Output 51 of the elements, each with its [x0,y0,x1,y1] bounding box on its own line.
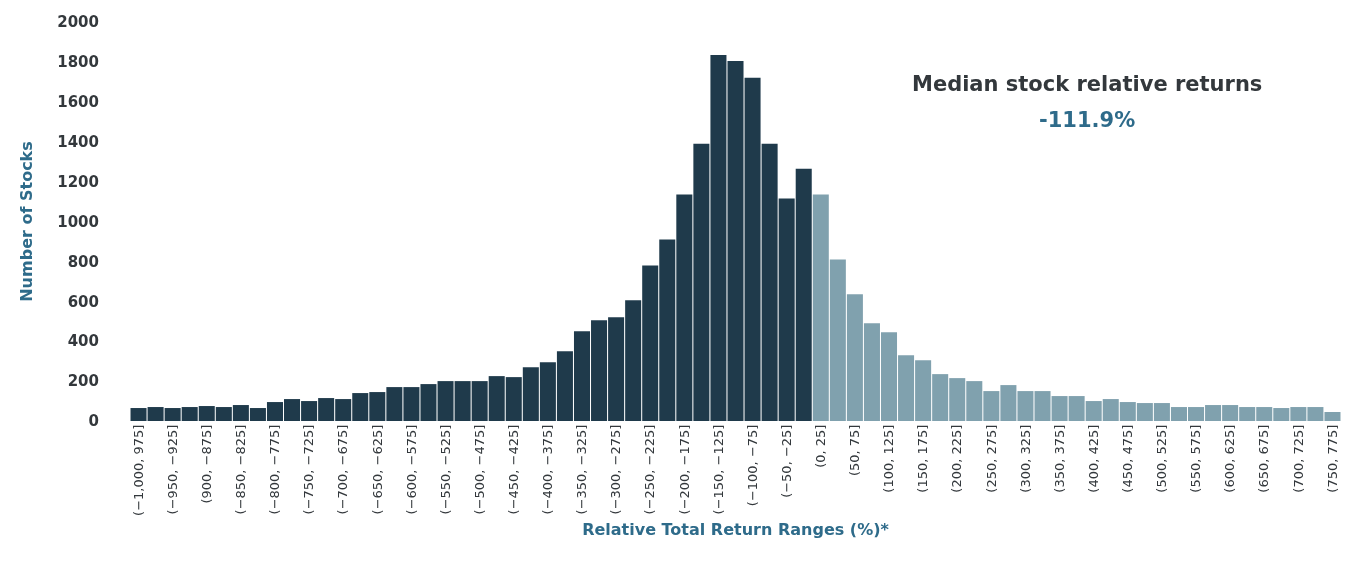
y-axis-title: Number of Stocks [17,141,37,302]
x-tick-label: (150, 175] [915,424,931,493]
annotation: Median stock relative returns [912,72,1263,96]
x-tick-label: (400, 425] [1085,424,1101,493]
x-tick-label: (100, 125] [881,424,897,493]
y-tick-label: 1000 [57,212,99,231]
x-tick-label: (650, 675] [1256,424,1272,493]
y-tick-label: 1200 [57,172,99,191]
x-tick-label: (−950, −925] [164,424,180,515]
y-tick-label: 200 [67,372,99,391]
x-tick-label: (−200, −175] [676,424,692,515]
x-tick-label: (−400, −375] [540,424,556,515]
x-tick-label: (200, 225] [949,424,965,493]
x-tick-label: (−100, −75] [744,424,760,507]
annotation: -111.9% [1039,108,1136,132]
x-tick-label: (−700, −675] [335,424,351,515]
x-tick-label: (−300, −275] [608,424,624,515]
x-tick-label: (−500, −475] [471,424,487,515]
x-tick-label: (350, 375] [1051,424,1067,493]
x-tick-label: (−250, −225] [642,424,658,515]
x-tick-label: (−850, −825] [233,424,249,515]
x-tick-label: (750, 775] [1324,424,1340,493]
x-tick-label: (450, 475] [1120,424,1136,493]
y-tick-label: 1400 [57,132,99,151]
y-tick-label: 400 [67,332,99,351]
x-tick-label: (250, 275] [983,424,999,493]
x-tick-label: (−750, −725] [301,424,317,515]
y-tick-label: 0 [88,412,99,431]
x-tick-label: (−600, −575] [403,424,419,515]
x-tick-label: (−1,000, 975] [130,424,146,516]
x-tick-label: (50, 75] [847,424,863,477]
x-tick-label: (600, 625] [1222,424,1238,493]
x-tick-label: (550, 575] [1188,424,1204,493]
x-tick-label: (−350, −325] [574,424,590,515]
x-tick-label: (−450, −425] [506,424,521,515]
x-tick-label: (−800, −775] [267,424,283,515]
y-tick-label: 800 [67,252,99,271]
y-tick-label: 2000 [57,13,99,32]
x-tick-label: (500, 525] [1154,424,1170,493]
x-tick-label: (700, 725] [1290,424,1306,493]
y-tick-label: 1600 [57,93,99,112]
x-tick-label: (300, 325] [1017,424,1033,493]
x-tick-label: (900, −875] [198,424,214,504]
x-tick-label: (−150, −125] [710,424,726,515]
x-tick-label: (0, 25] [813,424,829,468]
x-tick-label: (−650, −625] [369,424,385,515]
x-tick-label: (−550, −525] [437,424,453,515]
x-tick-label: (−50, −25] [778,424,794,498]
y-tick-label: 1800 [57,53,99,72]
y-tick-label: 600 [67,292,99,311]
x-axis-title: Relative Total Return Ranges (%)* [582,519,890,539]
